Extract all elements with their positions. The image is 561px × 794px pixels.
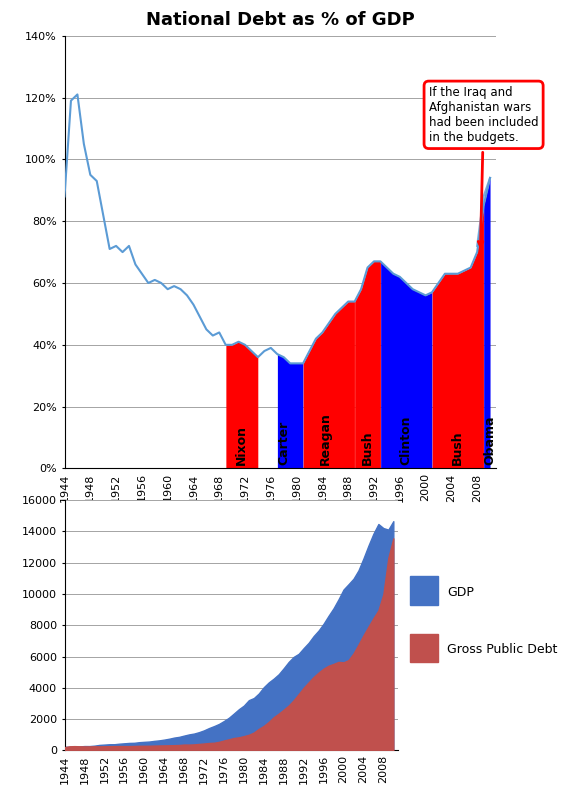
Text: Gross Public Debt: Gross Public Debt [447, 643, 558, 656]
Text: Reagan: Reagan [319, 413, 332, 465]
Bar [410, 576, 438, 605]
Text: GDP: GDP [447, 586, 474, 599]
Bar [410, 634, 438, 662]
Text: Nixon: Nixon [235, 426, 249, 465]
Text: Clinton: Clinton [400, 416, 413, 465]
Text: Bush: Bush [361, 430, 374, 465]
Text: Obama: Obama [484, 416, 496, 465]
Text: Bush: Bush [451, 430, 465, 465]
Title: National Debt as % of GDP: National Debt as % of GDP [146, 10, 415, 29]
Text: If the Iraq and
Afghanistan wars
had been included
in the budgets.: If the Iraq and Afghanistan wars had bee… [429, 86, 539, 246]
Text: Carter: Carter [277, 421, 290, 465]
